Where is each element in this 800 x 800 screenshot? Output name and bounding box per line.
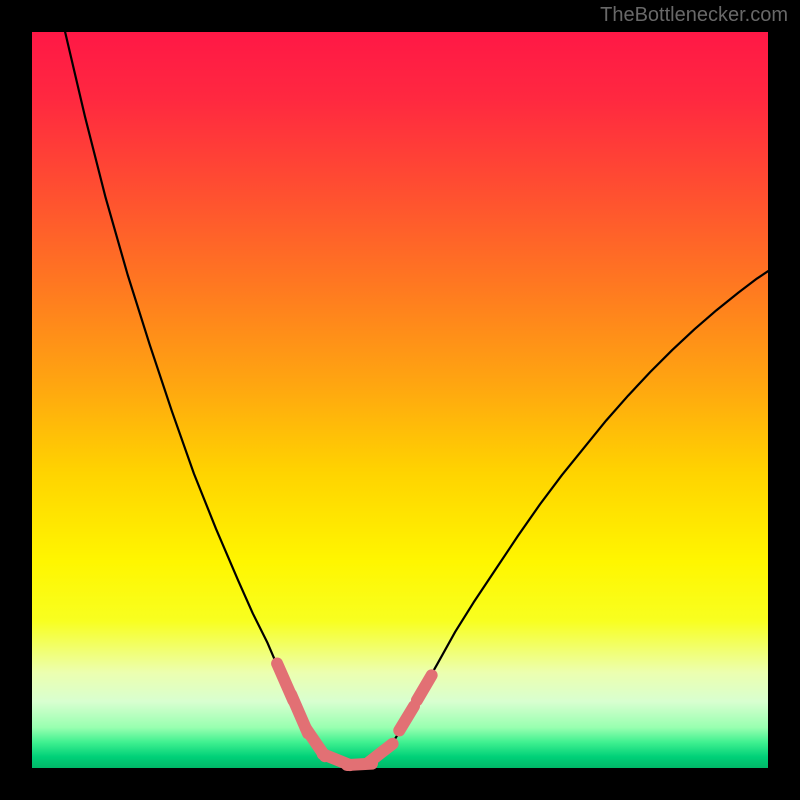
watermark-text: TheBottlenecker.com (600, 4, 788, 27)
bottleneck-chart (0, 0, 800, 800)
chart-container: TheBottlenecker.com (0, 0, 800, 800)
plot-background (32, 32, 768, 768)
